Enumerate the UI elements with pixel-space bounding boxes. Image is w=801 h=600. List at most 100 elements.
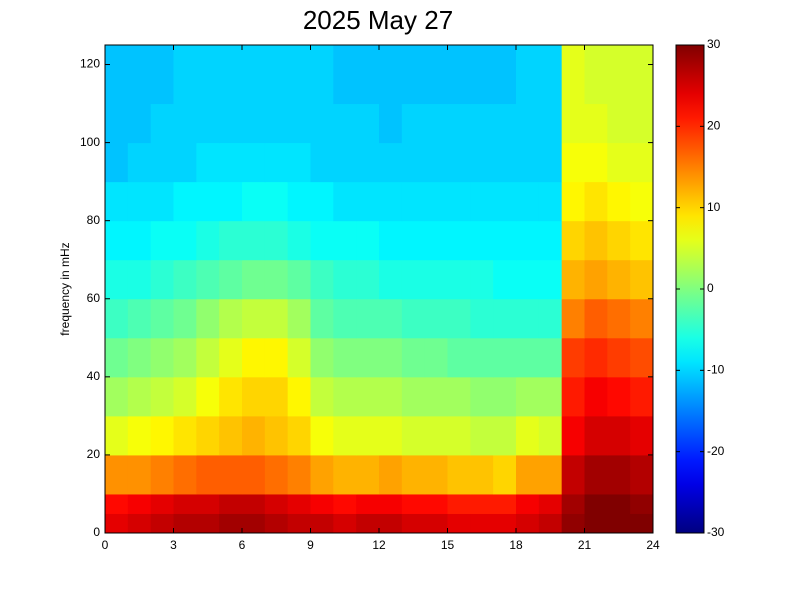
heatmap-cell bbox=[196, 513, 220, 534]
heatmap-cell bbox=[379, 454, 403, 495]
heatmap-cell bbox=[242, 376, 266, 417]
x-tick-label: 21 bbox=[578, 538, 592, 552]
heatmap-cell bbox=[447, 376, 471, 417]
heatmap-cell bbox=[356, 181, 380, 222]
heatmap-cell bbox=[264, 103, 289, 144]
heatmap-cell bbox=[630, 376, 654, 417]
heatmap-cell bbox=[264, 142, 289, 183]
heatmap-cell bbox=[173, 298, 197, 339]
heatmap-cell bbox=[219, 454, 243, 495]
heatmap-cell bbox=[538, 142, 563, 183]
heatmap-cell bbox=[630, 513, 654, 534]
heatmap-cell bbox=[538, 220, 563, 261]
heatmap-cell bbox=[173, 142, 197, 183]
heatmap-cell bbox=[424, 513, 448, 534]
heatmap-cell bbox=[447, 337, 471, 378]
heatmap-cell bbox=[127, 259, 152, 300]
heatmap-cell bbox=[379, 513, 403, 534]
colorbar bbox=[675, 44, 705, 534]
heatmap-cell bbox=[356, 298, 380, 339]
heatmap-cell bbox=[424, 298, 448, 339]
heatmap-cell bbox=[264, 513, 289, 534]
heatmap-cell bbox=[242, 103, 266, 144]
heatmap-cell bbox=[242, 259, 266, 300]
heatmap-cell bbox=[379, 220, 403, 261]
heatmap-cell bbox=[333, 415, 357, 456]
heatmap-cell bbox=[287, 45, 311, 105]
heatmap-cell bbox=[538, 415, 563, 456]
heatmap-cell bbox=[287, 298, 311, 339]
heatmap-cell bbox=[219, 376, 243, 417]
heatmap-cell bbox=[493, 493, 517, 514]
heatmap-cell bbox=[310, 454, 334, 495]
heatmap-cell bbox=[105, 454, 129, 495]
heatmap-cell bbox=[310, 298, 334, 339]
heatmap-cell bbox=[287, 142, 311, 183]
heatmap-cell bbox=[242, 337, 266, 378]
heatmap-cell bbox=[264, 181, 289, 222]
colorbar-tick-label: 10 bbox=[707, 200, 721, 214]
heatmap-cell bbox=[470, 45, 494, 105]
heatmap-cell bbox=[196, 493, 220, 514]
heatmap-cell bbox=[584, 103, 608, 144]
heatmap-cell bbox=[264, 45, 289, 105]
heatmap-cell bbox=[584, 415, 608, 456]
heatmap-cell bbox=[401, 45, 426, 105]
heatmap-cell bbox=[447, 181, 471, 222]
heatmap-cell bbox=[561, 220, 585, 261]
heatmap-cell bbox=[105, 493, 129, 514]
heatmap-cell bbox=[287, 103, 311, 144]
heatmap-cell bbox=[561, 337, 585, 378]
heatmap-cell bbox=[561, 181, 585, 222]
heatmap-cell bbox=[333, 45, 357, 105]
heatmap-cell bbox=[127, 45, 152, 105]
heatmap-cell bbox=[173, 454, 197, 495]
heatmap-cell bbox=[493, 415, 517, 456]
heatmap-cell bbox=[264, 259, 289, 300]
heatmap-cell bbox=[287, 493, 311, 514]
heatmap-cell bbox=[630, 220, 654, 261]
colorbar-tick-label: 30 bbox=[707, 37, 721, 51]
heatmap-cell bbox=[630, 103, 654, 144]
heatmap-cell bbox=[310, 220, 334, 261]
heatmap-cell bbox=[310, 259, 334, 300]
heatmap-cell bbox=[607, 103, 631, 144]
heatmap-cell bbox=[127, 454, 152, 495]
heatmap-cell bbox=[584, 220, 608, 261]
heatmap-cell bbox=[607, 493, 631, 514]
heatmap-cell bbox=[356, 220, 380, 261]
heatmap-cell bbox=[173, 415, 197, 456]
heatmap-cell bbox=[379, 45, 403, 105]
heatmap-cell bbox=[516, 337, 540, 378]
heatmap-cell bbox=[630, 415, 654, 456]
heatmap-cell bbox=[196, 259, 220, 300]
heatmap-cell bbox=[105, 181, 129, 222]
heatmap-cell bbox=[447, 220, 471, 261]
heatmap-cell bbox=[538, 298, 563, 339]
heatmap-cell bbox=[173, 259, 197, 300]
heatmap-cell bbox=[310, 103, 334, 144]
heatmap-cell bbox=[127, 103, 152, 144]
heatmap-cell bbox=[356, 513, 380, 534]
heatmap-cell bbox=[424, 220, 448, 261]
y-tick-label: 80 bbox=[87, 213, 101, 227]
heatmap-cell bbox=[493, 181, 517, 222]
heatmap-cell bbox=[607, 376, 631, 417]
heatmap-cell bbox=[470, 415, 494, 456]
heatmap-cell bbox=[242, 298, 266, 339]
heatmap-cell bbox=[196, 337, 220, 378]
heatmap-cell bbox=[447, 415, 471, 456]
heatmap-cell bbox=[333, 298, 357, 339]
heatmap-cell bbox=[310, 142, 334, 183]
heatmap-cell bbox=[493, 142, 517, 183]
heatmap-cell bbox=[196, 415, 220, 456]
chart-title: 2025 May 27 bbox=[303, 5, 453, 35]
heatmap-cell bbox=[150, 142, 174, 183]
heatmap-cell bbox=[310, 415, 334, 456]
heatmap-cell bbox=[310, 45, 334, 105]
heatmap-cell bbox=[424, 259, 448, 300]
heatmap-cell bbox=[584, 181, 608, 222]
heatmap-cell bbox=[333, 181, 357, 222]
heatmap-cell bbox=[264, 493, 289, 514]
heatmap-cell bbox=[333, 513, 357, 534]
